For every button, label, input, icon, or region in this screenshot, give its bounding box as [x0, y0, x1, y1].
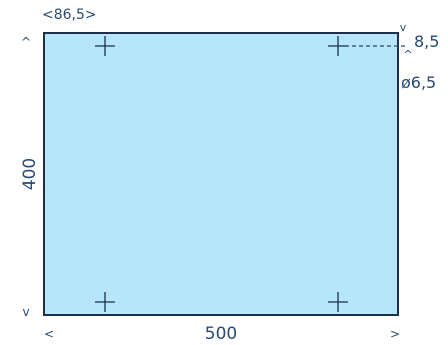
width-left-arrow: < — [44, 327, 54, 341]
hole-offset-y-top-arrow: v — [400, 21, 407, 34]
height-top-arrow: ^ — [21, 35, 31, 49]
height-label: 400 — [20, 158, 40, 190]
hole-offset-y-bottom-arrow: ^ — [403, 48, 412, 61]
hole-top-left-icon — [95, 36, 115, 56]
height-bottom-arrow: v — [22, 305, 29, 319]
hole-bottom-right-icon — [328, 292, 348, 312]
width-right-arrow: > — [390, 327, 400, 341]
hole-offset-y-label: 8,5 — [414, 32, 439, 51]
width-label: 500 — [205, 324, 237, 344]
hole-offset-x-label: <86,5> — [42, 7, 97, 23]
panel-rectangle — [43, 32, 399, 316]
hole-diameter-label: ø6,5 — [401, 73, 436, 92]
hole-bottom-left-icon — [95, 292, 115, 312]
hole-top-right-icon — [328, 36, 348, 56]
